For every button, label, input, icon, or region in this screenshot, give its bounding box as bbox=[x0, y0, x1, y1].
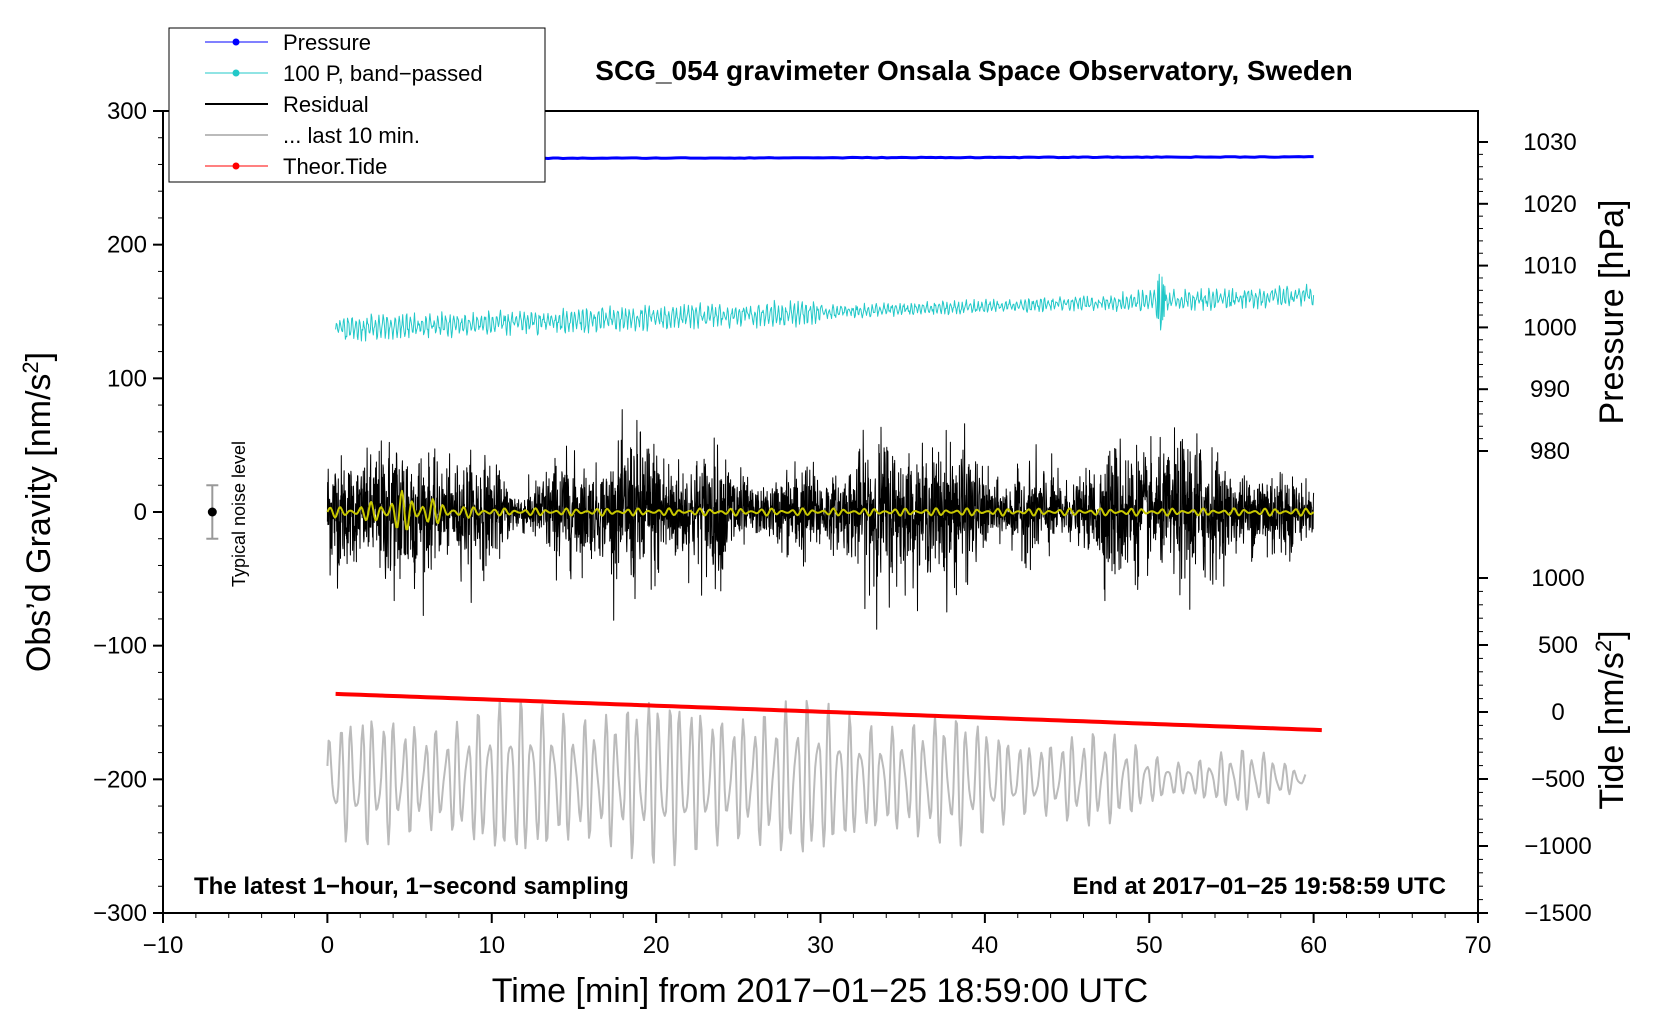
noise-level-indicator: Typical noise level bbox=[206, 441, 249, 587]
series-layer bbox=[326, 155, 1322, 867]
x-tick-label: 30 bbox=[807, 932, 834, 959]
legend-label: ... last 10 min. bbox=[283, 123, 420, 148]
pressure-tick-label: 990 bbox=[1530, 376, 1570, 403]
series-residual-smoothed bbox=[326, 489, 1315, 531]
legend-marker bbox=[232, 38, 240, 46]
legend-label: Theor.Tide bbox=[283, 154, 387, 179]
tide-tick-label: 0 bbox=[1551, 699, 1564, 726]
x-tick-label: 0 bbox=[321, 932, 334, 959]
legend-item: ... last 10 min. bbox=[205, 123, 420, 148]
legend-item: 100 P, band−passed bbox=[205, 61, 483, 86]
legend-marker bbox=[232, 162, 240, 170]
legend-label: 100 P, band−passed bbox=[283, 61, 483, 86]
pressure-tick-label: 1000 bbox=[1523, 314, 1576, 341]
legend-marker bbox=[232, 69, 240, 77]
y-left-tick-label: 100 bbox=[107, 365, 147, 392]
legend-label: Residual bbox=[283, 92, 369, 117]
y-left-tick-label: −100 bbox=[93, 633, 147, 660]
x-tick-label: 20 bbox=[643, 932, 670, 959]
legend-label: Pressure bbox=[283, 30, 371, 55]
chart-title: SCG_054 gravimeter Onsala Space Observat… bbox=[595, 55, 1352, 86]
noise-level-label: Typical noise level bbox=[229, 441, 249, 587]
x-tick-label: 70 bbox=[1465, 932, 1492, 959]
pressure-tick-label: 1010 bbox=[1523, 253, 1576, 280]
x-tick-label: −10 bbox=[143, 932, 184, 959]
y-left-tick-label: 300 bbox=[107, 98, 147, 125]
tide-tick-label: 1000 bbox=[1531, 565, 1584, 592]
y-axis-title-left: Obs’d Gravity [nm/s2] bbox=[18, 352, 59, 672]
legend-item: Residual bbox=[205, 92, 369, 117]
tide-tick-label: −500 bbox=[1531, 766, 1585, 793]
series-last-10-min bbox=[326, 698, 1307, 867]
tide-tick-label: −1000 bbox=[1524, 833, 1591, 860]
pressure-tick-label: 980 bbox=[1530, 438, 1570, 465]
y-axis-title-tide: Tide [nm/s2] bbox=[1591, 630, 1632, 809]
tide-tick-label: −1500 bbox=[1524, 900, 1591, 927]
y-axis-title-pressure: Pressure [hPa] bbox=[1593, 200, 1631, 425]
series-band-passed bbox=[335, 273, 1315, 342]
pressure-tick-label: 1030 bbox=[1523, 129, 1576, 156]
y-left-tick-label: −300 bbox=[93, 900, 147, 927]
tide-tick-label: 500 bbox=[1538, 632, 1578, 659]
x-axis-title: Time [min] from 2017−01−25 18:59:00 UTC bbox=[492, 972, 1148, 1010]
series-residual bbox=[326, 409, 1315, 630]
x-tick-label: 60 bbox=[1300, 932, 1327, 959]
legend: Pressure 100 P, band−passed Residual ... la… bbox=[168, 27, 546, 183]
y-left-tick-label: 200 bbox=[107, 232, 147, 259]
y-left-tick-label: −200 bbox=[93, 766, 147, 793]
x-tick-label: 40 bbox=[972, 932, 999, 959]
x-tick-label: 50 bbox=[1136, 932, 1163, 959]
x-tick-label: 10 bbox=[478, 932, 505, 959]
series-theor-tide bbox=[335, 691, 1322, 733]
y-left-tick-label: 0 bbox=[134, 499, 147, 526]
legend-item: Theor.Tide bbox=[205, 154, 387, 179]
annotation-left: The latest 1−hour, 1−second sampling bbox=[194, 873, 629, 900]
pressure-tick-label: 1020 bbox=[1523, 191, 1576, 218]
annotation-right: End at 2017−01−25 19:58:59 UTC bbox=[1072, 873, 1446, 900]
legend-item: Pressure bbox=[205, 30, 371, 55]
axis-ticks: −10 0 10 20 30 40 50 60 703002001000−100−200−300… bbox=[93, 98, 1592, 959]
